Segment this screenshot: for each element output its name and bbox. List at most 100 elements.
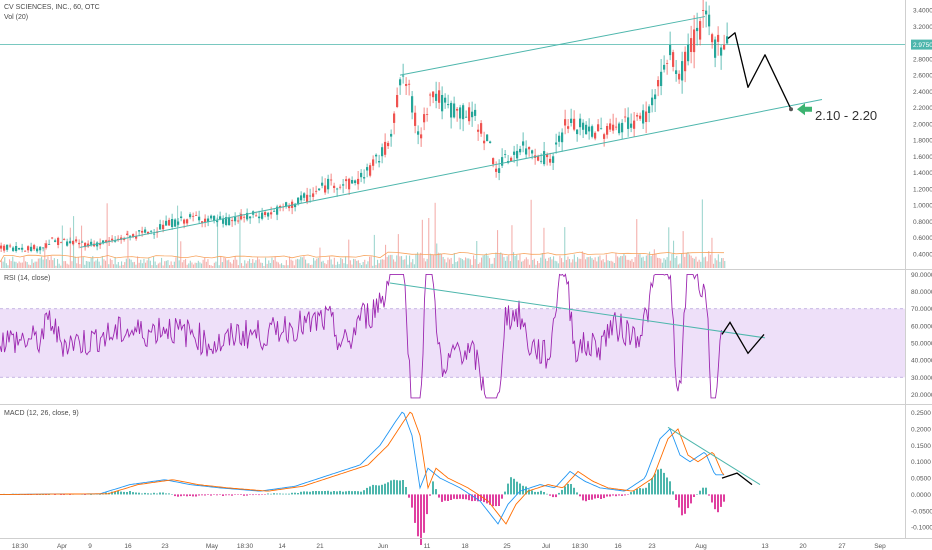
candle-body[interactable] (171, 219, 174, 227)
candle-body[interactable] (549, 158, 552, 163)
candle-body[interactable] (660, 71, 663, 86)
candle-body[interactable] (564, 119, 567, 126)
candle-body[interactable] (615, 126, 618, 128)
candle-body[interactable] (579, 118, 582, 128)
candle-body[interactable] (591, 126, 594, 137)
channel-upper-line[interactable] (399, 16, 706, 76)
candle-body[interactable] (426, 114, 429, 115)
candle-body[interactable] (690, 38, 693, 52)
candle-body[interactable] (450, 102, 453, 118)
candle-body[interactable] (669, 45, 672, 56)
candle-body[interactable] (681, 61, 684, 81)
candle-body[interactable] (537, 156, 540, 161)
candle-body[interactable] (501, 157, 504, 166)
candle-body[interactable] (306, 194, 309, 203)
candle-body[interactable] (246, 212, 249, 220)
candle-body[interactable] (666, 63, 669, 64)
candle-body[interactable] (18, 248, 21, 250)
candle-body[interactable] (318, 188, 321, 191)
macd-trendline[interactable] (667, 426, 761, 486)
candle-body[interactable] (27, 246, 30, 251)
candle-body[interactable] (210, 215, 213, 219)
candle-body[interactable] (177, 221, 180, 225)
candle-body[interactable] (381, 147, 384, 157)
candle-body[interactable] (6, 244, 9, 250)
candle-body[interactable] (333, 185, 336, 188)
candle-body[interactable] (168, 219, 171, 226)
candle-body[interactable] (90, 241, 93, 245)
candle-body[interactable] (15, 246, 18, 251)
candle-body[interactable] (174, 219, 177, 227)
candle-body[interactable] (204, 218, 207, 223)
channel-lower-line[interactable] (79, 98, 823, 248)
candle-body[interactable] (300, 195, 303, 201)
candle-body[interactable] (603, 134, 606, 139)
candle-body[interactable] (108, 240, 111, 242)
candle-body[interactable] (255, 215, 258, 217)
candle-body[interactable] (384, 141, 387, 155)
price-projection-path[interactable] (727, 32, 792, 110)
candle-body[interactable] (219, 216, 222, 220)
candle-body[interactable] (663, 64, 666, 70)
candle-body[interactable] (159, 224, 162, 230)
candle-body[interactable] (441, 95, 444, 112)
candle-body[interactable] (201, 221, 204, 223)
candle-body[interactable] (600, 128, 603, 130)
candle-body[interactable] (273, 210, 276, 212)
candle-body[interactable] (558, 135, 561, 142)
macd-line[interactable] (0, 411, 724, 525)
candle-body[interactable] (477, 129, 480, 132)
candle-body[interactable] (258, 216, 261, 219)
candle-body[interactable] (111, 238, 114, 241)
candle-body[interactable] (51, 237, 54, 239)
candle-body[interactable] (702, 10, 705, 11)
candle-body[interactable] (81, 241, 84, 243)
candle-body[interactable] (648, 106, 651, 113)
candle-body[interactable] (399, 79, 402, 86)
macd-pane[interactable] (0, 411, 761, 545)
candle-body[interactable] (429, 94, 432, 96)
candle-body[interactable] (267, 212, 270, 217)
candle-body[interactable] (30, 246, 33, 251)
candle-body[interactable] (486, 134, 489, 142)
candle-body[interactable] (555, 142, 558, 145)
candle-body[interactable] (456, 108, 459, 111)
candle-body[interactable] (369, 165, 372, 176)
candle-body[interactable] (351, 180, 354, 184)
candle-body[interactable] (651, 97, 654, 106)
candle-body[interactable] (243, 216, 246, 218)
candle-body[interactable] (372, 159, 375, 166)
candle-body[interactable] (528, 147, 531, 150)
candle-body[interactable] (606, 126, 609, 135)
candle-body[interactable] (60, 242, 63, 244)
candle-body[interactable] (84, 242, 87, 248)
candle-body[interactable] (216, 220, 219, 223)
candle-body[interactable] (687, 44, 690, 62)
candle-body[interactable] (567, 126, 570, 129)
candle-body[interactable] (627, 117, 630, 129)
candle-body[interactable] (642, 110, 645, 124)
candle-body[interactable] (645, 111, 648, 123)
candle-body[interactable] (114, 240, 117, 242)
candle-body[interactable] (531, 150, 534, 154)
rsi-trendline[interactable] (389, 282, 766, 339)
candle-body[interactable] (276, 206, 279, 215)
candle-body[interactable] (39, 246, 42, 251)
candle-body[interactable] (189, 214, 192, 218)
candle-body[interactable] (147, 231, 150, 234)
candle-body[interactable] (417, 131, 420, 135)
candle-body[interactable] (264, 212, 267, 215)
candle-body[interactable] (24, 250, 27, 252)
candle-body[interactable] (609, 123, 612, 130)
candle-body[interactable] (102, 240, 105, 244)
candle-body[interactable] (309, 195, 312, 197)
candle-body[interactable] (330, 179, 333, 181)
candle-body[interactable] (711, 34, 714, 43)
candle-body[interactable] (21, 247, 24, 250)
candle-body[interactable] (75, 239, 78, 242)
candle-body[interactable] (387, 142, 390, 147)
candle-body[interactable] (408, 83, 411, 85)
candle-body[interactable] (471, 111, 474, 118)
candle-body[interactable] (279, 206, 282, 208)
candle-body[interactable] (222, 218, 225, 224)
